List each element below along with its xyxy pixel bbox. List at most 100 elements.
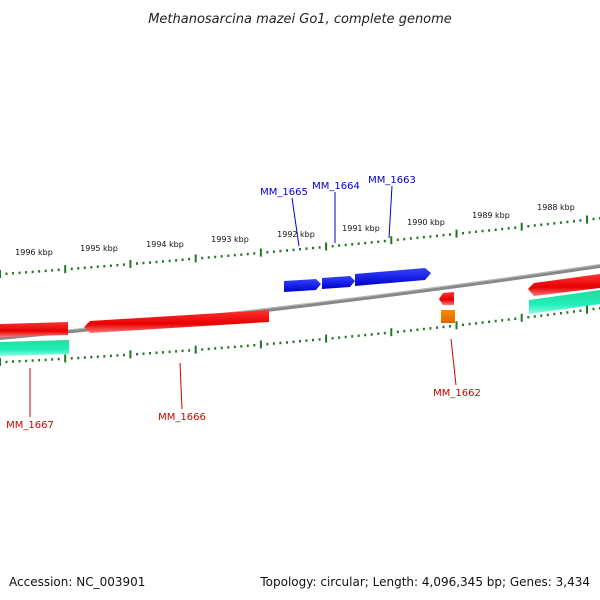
- gene-label-mm-1665[interactable]: MM_1665: [260, 187, 308, 198]
- outer-ruler: [0, 215, 600, 278]
- outer-ruler-minor-tick: [592, 217, 595, 221]
- inner-ruler-minor-tick: [90, 355, 93, 359]
- outer-ruler-minor-tick: [312, 246, 314, 250]
- outer-ruler-minor-tick: [188, 257, 191, 261]
- inner-ruler-minor-tick: [331, 337, 334, 340]
- inner-ruler-minor-tick: [377, 332, 380, 335]
- outer-ruler-minor-tick: [494, 228, 497, 231]
- genome-backbone: [0, 264, 600, 340]
- inner-ruler-major-tick: [325, 334, 328, 343]
- outer-ruler-minor-tick: [533, 224, 536, 227]
- inner-ruler-minor-tick: [286, 341, 288, 344]
- inner-ruler-minor-tick: [409, 329, 412, 332]
- outer-ruler-major-tick: [325, 242, 328, 251]
- leader-line-mm-1663: [388, 185, 393, 239]
- gene-right-edge-red[interactable]: [528, 274, 600, 296]
- outer-ruler-minor-tick: [122, 263, 125, 266]
- inner-ruler-minor-tick: [103, 355, 106, 358]
- outer-ruler-minor-tick: [233, 253, 236, 257]
- inner-ruler-minor-tick: [5, 360, 8, 364]
- outer-ruler-minor-tick: [344, 243, 347, 247]
- outer-ruler-minor-tick: [396, 238, 399, 242]
- inner-ruler-major-tick: [520, 313, 523, 322]
- outer-ruler-minor-tick: [5, 272, 8, 275]
- inner-ruler-minor-tick: [566, 311, 569, 314]
- outer-ruler-minor-tick: [422, 235, 425, 239]
- outer-ruler-minor-tick: [201, 256, 204, 260]
- outer-ruler-minor-tick: [331, 244, 334, 248]
- inner-ruler-minor-tick: [142, 352, 145, 355]
- outer-ruler-minor-tick: [514, 226, 517, 229]
- outer-ruler-minor-tick: [168, 259, 171, 263]
- inner-ruler-minor-tick: [18, 360, 21, 363]
- gene-mm-1667[interactable]: [0, 322, 68, 337]
- inner-ruler-minor-tick: [357, 334, 360, 337]
- genome-summary-text: Topology: circular; Length: 4,096,345 bp…: [259, 575, 590, 589]
- inner-ruler-minor-tick: [266, 342, 269, 346]
- inner-ruler-minor-tick: [533, 315, 536, 318]
- inner-ruler-minor-tick: [403, 329, 406, 333]
- inner-ruler-minor-tick: [136, 352, 138, 356]
- inner-ruler-minor-tick: [475, 322, 478, 325]
- inner-ruler-minor-tick: [188, 349, 191, 352]
- gene-mm-1663[interactable]: [355, 268, 431, 286]
- outer-ruler-minor-tick: [207, 256, 210, 259]
- inner-ruler-minor-tick: [540, 314, 543, 317]
- inner-ruler-minor-tick: [592, 307, 595, 311]
- inner-ruler-minor-tick: [494, 319, 497, 323]
- cds-left[interactable]: [0, 340, 69, 356]
- gene-mm-1666[interactable]: [84, 310, 269, 333]
- outer-ruler-minor-tick: [370, 241, 373, 244]
- inner-ruler-minor-tick: [122, 353, 125, 357]
- outer-ruler-minor-tick: [501, 227, 504, 231]
- inner-ruler-major-tick: [259, 340, 262, 349]
- outer-ruler-minor-tick: [481, 229, 484, 233]
- inner-ruler-major-tick: [586, 305, 588, 314]
- inner-ruler-minor-tick: [272, 342, 275, 345]
- outer-ruler-major-tick: [520, 222, 523, 231]
- outer-ruler-minor-tick: [83, 266, 86, 269]
- outer-ruler-minor-tick: [566, 220, 569, 224]
- gene-mm-1665[interactable]: [284, 279, 321, 292]
- cds-right[interactable]: [529, 290, 600, 314]
- inner-ruler-minor-tick: [507, 318, 510, 321]
- outer-ruler-minor-tick: [351, 243, 354, 246]
- outer-ruler-minor-tick: [44, 269, 47, 273]
- outer-ruler-minor-tick: [416, 236, 419, 240]
- gene-label-mm-1667[interactable]: MM_1667: [6, 420, 54, 431]
- inner-ruler-minor-tick: [462, 323, 464, 327]
- gene-label-mm-1662[interactable]: MM_1662: [433, 388, 481, 399]
- gene-label-mm-1666[interactable]: MM_1666: [158, 412, 206, 423]
- outer-ruler-minor-tick: [383, 239, 386, 243]
- inner-ruler-major-tick: [0, 358, 1, 366]
- accession-text: Accession: NC_003901: [9, 575, 145, 589]
- inner-ruler-minor-tick: [116, 354, 119, 357]
- inner-ruler-minor-tick: [44, 358, 47, 362]
- rna-feature[interactable]: [441, 310, 455, 323]
- inner-ruler-minor-tick: [25, 359, 28, 363]
- outer-ruler-minor-tick: [220, 255, 223, 258]
- gene-mm-1664[interactable]: [322, 276, 355, 289]
- outer-ruler-minor-tick: [553, 222, 556, 225]
- inner-ruler-minor-tick: [527, 316, 530, 319]
- inner-ruler-minor-tick: [572, 310, 575, 313]
- outer-ruler-major-tick: [64, 265, 67, 274]
- inner-ruler-minor-tick: [436, 326, 438, 329]
- genome-backbone-highlight: [0, 264, 600, 338]
- gene-mm-1662[interactable]: [439, 292, 454, 305]
- inner-ruler-minor-tick: [207, 347, 210, 351]
- tick-label-1988: 1988 kbp: [537, 203, 575, 212]
- outer-ruler-minor-tick: [103, 265, 106, 268]
- outer-ruler-minor-tick: [572, 219, 575, 223]
- tick-label-1989: 1989 kbp: [472, 211, 510, 220]
- inner-ruler-minor-tick: [429, 327, 432, 330]
- gene-label-mm-1663[interactable]: MM_1663: [368, 175, 416, 186]
- inner-ruler-minor-tick: [12, 360, 14, 363]
- gene-label-mm-1664[interactable]: MM_1664: [312, 181, 360, 192]
- inner-ruler-minor-tick: [501, 319, 504, 322]
- outer-ruler-minor-tick: [227, 254, 230, 257]
- inner-ruler-minor-tick: [338, 336, 341, 339]
- inner-ruler-minor-tick: [220, 346, 223, 350]
- outer-ruler-minor-tick: [77, 267, 80, 270]
- outer-ruler-minor-tick: [18, 271, 21, 275]
